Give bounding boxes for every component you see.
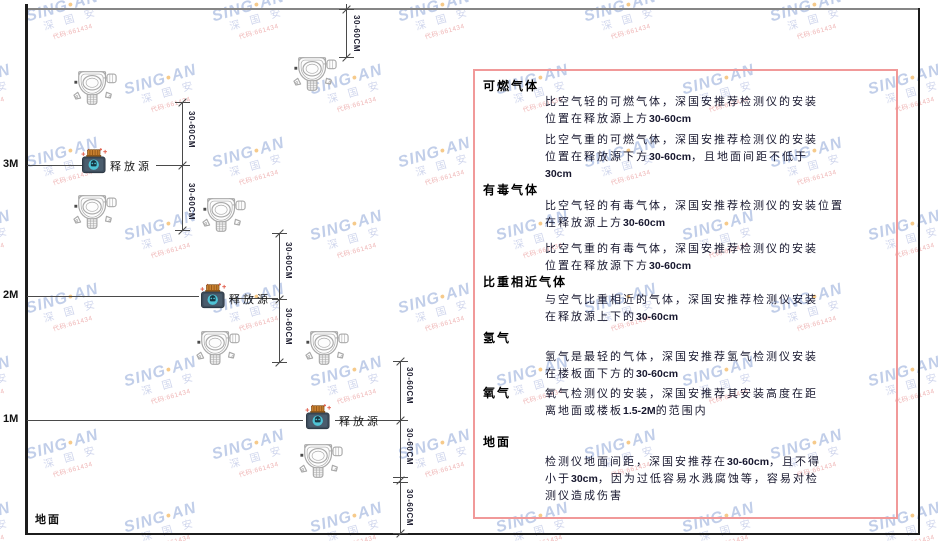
section-heading: 可燃气体 bbox=[483, 79, 540, 93]
dimension-label: 30-60CM bbox=[405, 367, 414, 405]
watermark: SING●AN深 国 安代码:661434 bbox=[0, 61, 13, 115]
ground-label: 地面 bbox=[35, 514, 61, 526]
leader-line-3m bbox=[27, 165, 82, 166]
section-paragraph: 比空气轻的可燃气体，深国安推荐检测仪的安装 位置在释放源上方30-60cm bbox=[545, 96, 818, 125]
watermark: SING●AN深 国 安代码:661434 bbox=[0, 353, 13, 407]
section-paragraph: 比空气轻的有毒气体，深国安推荐检测仪的安装位置 在释放源上方30-60cm bbox=[545, 200, 844, 229]
leader-line-1m-connector bbox=[335, 420, 400, 421]
dimension-label: 30-60CM bbox=[352, 15, 361, 53]
section-heading: 比重相近气体 bbox=[483, 275, 568, 289]
dimension-label: 30-60CM bbox=[284, 308, 293, 346]
recommendation-panel: 可燃气体 比空气轻的可燃气体，深国安推荐检测仪的安装 位置在释放源上方30-60cm… bbox=[473, 69, 898, 519]
release-source-label: 释放源 bbox=[339, 416, 381, 428]
gas-detector-icon bbox=[201, 196, 247, 238]
ceiling-line bbox=[28, 8, 920, 10]
height-marker-2m: 2M bbox=[3, 289, 19, 301]
gas-detector-icon bbox=[195, 329, 241, 371]
section-paragraph: 比空气重的有毒气体，深国安推荐检测仪的安装 位置在释放源下方30-60cm bbox=[545, 243, 818, 272]
leader-line-1m bbox=[27, 420, 303, 421]
gas-detector-icon bbox=[72, 193, 118, 235]
release-source-icon bbox=[303, 404, 333, 435]
section-paragraph: 比空气重的可燃气体，深国安推荐检测仪的安装 位置在释放源下方30-60cm，且地面… bbox=[545, 134, 818, 180]
section-paragraph: 检测仪地面间距，深国安推荐在30-60cm，且不得 小于30cm，因为过低容易水溅… bbox=[545, 456, 822, 502]
release-source-icon bbox=[79, 148, 109, 179]
section-heading: 地面 bbox=[483, 435, 512, 449]
release-source-icon bbox=[198, 283, 228, 314]
panel-section: 比重相近气体与空气比重相近的气体，深国安推荐检测仪安装 在释放源上下的30-60c… bbox=[483, 275, 888, 326]
gas-detector-icon bbox=[304, 329, 350, 371]
leader-line-3m-connector bbox=[156, 165, 181, 166]
panel-section: 可燃气体 比空气轻的可燃气体，深国安推荐检测仪的安装 位置在释放源上方30-60cm… bbox=[483, 79, 888, 183]
height-marker-1m: 1M bbox=[3, 413, 19, 425]
panel-sections: 可燃气体 比空气轻的可燃气体，深国安推荐检测仪的安装 位置在释放源上方30-60cm… bbox=[483, 79, 888, 505]
dimension-label: 30-60CM bbox=[405, 489, 414, 527]
section-paragraph: 氢气是最轻的气体，深国安推荐氢气检测仪安装 在楼板面下方的30-60cm bbox=[545, 351, 818, 380]
dimension-label: 30-60CM bbox=[405, 428, 414, 466]
leader-line-2m bbox=[27, 296, 199, 297]
gas-detector-icon bbox=[72, 69, 118, 111]
section-heading: 氧气 bbox=[483, 386, 512, 400]
dimension-label: 30-60CM bbox=[187, 183, 196, 221]
height-marker-3m: 3M bbox=[3, 158, 19, 170]
dimension-label: 30-60CM bbox=[187, 111, 196, 149]
panel-section: 地面检测仪地面间距，深国安推荐在30-60cm，且不得 小于30cm，因为过低容易… bbox=[483, 435, 888, 505]
right-border-line bbox=[918, 8, 920, 535]
leader-line-2m-connector bbox=[229, 298, 278, 299]
dimension-label: 30-60CM bbox=[284, 242, 293, 280]
section-heading: 有毒气体 bbox=[483, 183, 540, 197]
section-paragraph: 氧气检测仪的安装，深国安推荐其安装高度在距 离地面或楼板1.5-2M的范围内 bbox=[545, 388, 818, 417]
watermark: SING●AN深 国 安代码:661434 bbox=[0, 499, 13, 541]
wall-line bbox=[25, 4, 28, 535]
release-source-label: 释放源 bbox=[110, 161, 152, 173]
panel-section: 有毒气体 比空气轻的有毒气体，深国安推荐检测仪的安装位置 在释放源上方30-60cm… bbox=[483, 183, 888, 275]
panel-section: 氧气 氧气检测仪的安装，深国安推荐其安装高度在距 离地面或楼板1.5-2M的范围内 bbox=[483, 386, 888, 420]
dimension-line bbox=[346, 4, 347, 57]
gas-detector-icon bbox=[292, 55, 338, 97]
section-paragraph: 与空气比重相近的气体，深国安推荐检测仪安装 在释放源上下的30-60cm bbox=[545, 294, 818, 323]
release-source-label: 释放源 bbox=[229, 294, 271, 306]
dimension-line bbox=[400, 361, 401, 534]
dimension-tick bbox=[393, 482, 408, 483]
gas-detector-icon bbox=[298, 442, 344, 484]
ground-line bbox=[25, 533, 920, 535]
watermark: SING●AN深 国 安代码:661434 bbox=[0, 207, 13, 261]
section-heading: 氢气 bbox=[483, 331, 512, 345]
dimension-tick bbox=[393, 477, 408, 478]
panel-section: 氢气氢气是最轻的气体，深国安推荐氢气检测仪安装 在楼板面下方的30-60cm bbox=[483, 331, 888, 383]
